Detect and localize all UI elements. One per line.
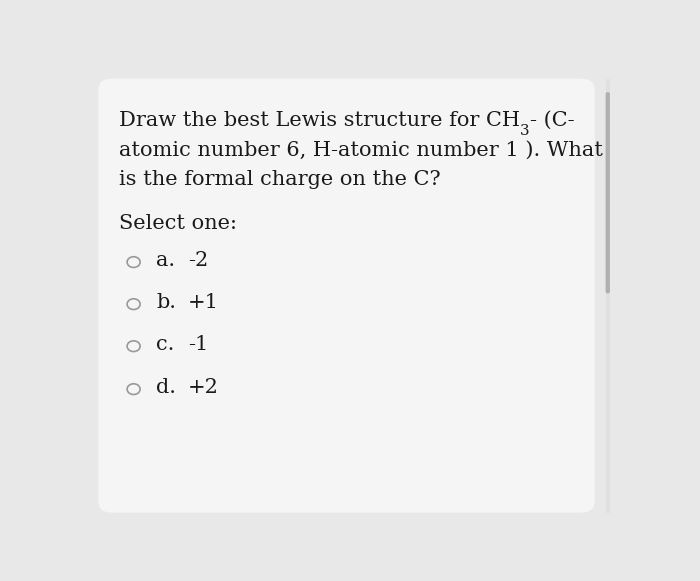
Text: b.: b.: [156, 293, 176, 312]
FancyBboxPatch shape: [606, 92, 610, 293]
Bar: [606, 78, 610, 512]
Text: d.: d.: [156, 378, 176, 397]
Text: - (C-: - (C-: [530, 110, 574, 130]
Text: +2: +2: [188, 378, 218, 397]
Text: -1: -1: [188, 335, 208, 354]
Text: c.: c.: [156, 335, 175, 354]
Text: +1: +1: [188, 293, 219, 312]
Text: is the formal charge on the C?: is the formal charge on the C?: [119, 170, 440, 189]
Text: 3: 3: [520, 124, 530, 138]
Text: Draw the best Lewis structure for CH: Draw the best Lewis structure for CH: [119, 110, 520, 130]
Text: Select one:: Select one:: [119, 214, 237, 232]
Text: a.: a.: [156, 250, 176, 270]
Text: -2: -2: [188, 250, 208, 270]
Text: atomic number 6, H-atomic number 1 ). What: atomic number 6, H-atomic number 1 ). Wh…: [119, 141, 603, 160]
FancyBboxPatch shape: [98, 78, 595, 512]
